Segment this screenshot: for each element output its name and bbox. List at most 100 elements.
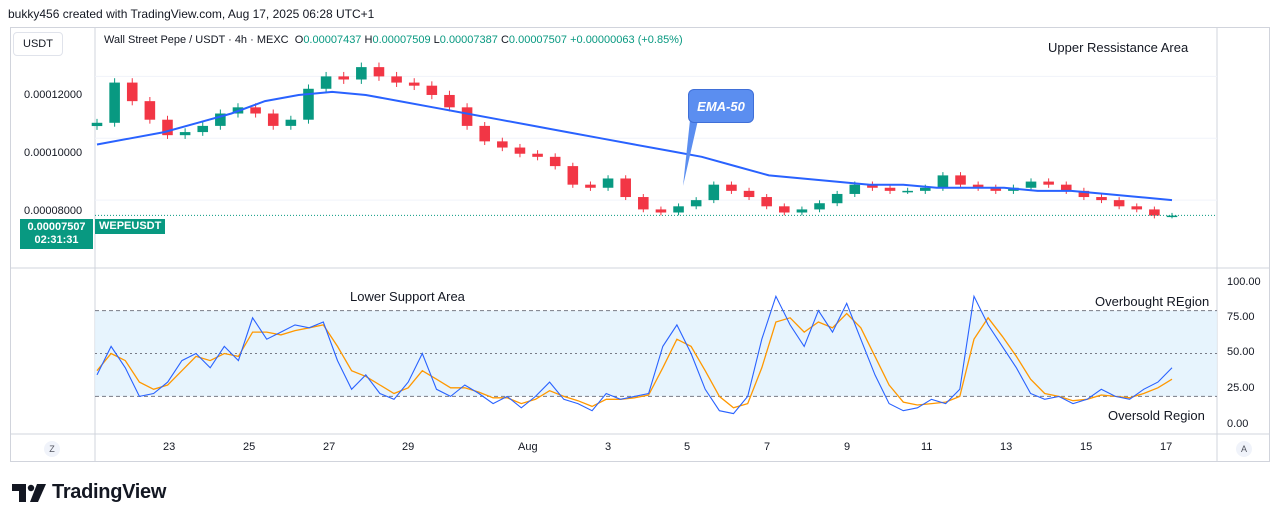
candle: [1149, 209, 1160, 216]
candle: [814, 203, 825, 210]
last-price-value: 0.00007507: [27, 221, 86, 233]
rsi-axis-label: 50.00: [1227, 346, 1255, 358]
rsi-axis-label: 25.00: [1227, 382, 1255, 394]
candle: [779, 206, 790, 213]
candle: [303, 88, 314, 120]
time-axis-label: 9: [844, 441, 851, 453]
tradingview-logo-icon: [12, 483, 46, 502]
time-axis-label: 27: [323, 441, 336, 453]
candle: [990, 187, 1002, 191]
candle: [1043, 181, 1054, 185]
close-value: 0.00007507: [508, 34, 568, 46]
bar-countdown: 02:31:31: [34, 234, 79, 246]
candle: [638, 197, 649, 210]
rsi-axis-label: 75.00: [1227, 311, 1255, 323]
candle: [831, 193, 843, 204]
ema-callout-pointer: [683, 120, 698, 186]
high-label: H: [364, 34, 373, 46]
candle: [320, 76, 332, 89]
time-axis-label: 13: [1000, 441, 1013, 453]
candle: [937, 175, 949, 188]
candle: [1166, 215, 1178, 218]
low-value: 0.00007387: [439, 34, 498, 46]
time-axis-label: 11: [921, 441, 933, 453]
candle: [179, 132, 191, 136]
time-axis-label: 5: [684, 441, 691, 453]
candle: [884, 187, 896, 191]
candle: [479, 125, 490, 142]
candle: [391, 76, 402, 83]
close-label: C: [500, 34, 509, 46]
goto-date-button[interactable]: Z: [44, 441, 60, 457]
price-axis-label: 0.00010000: [24, 147, 83, 159]
candle: [144, 101, 156, 120]
candle: [602, 178, 614, 188]
candle: [796, 209, 808, 213]
candle: [532, 153, 543, 157]
candle: [585, 184, 596, 188]
time-axis-label: 15: [1080, 441, 1093, 453]
overbought-label: Overbought REgion: [1095, 294, 1210, 309]
candle: [690, 200, 702, 207]
candle: [356, 67, 367, 80]
candle: [267, 113, 279, 126]
open-label: O: [294, 34, 304, 46]
candle: [655, 209, 667, 213]
upper-resistance-label: Upper Ressistance Area: [1048, 40, 1189, 55]
candle: [708, 184, 720, 201]
change-value: +0.00000063 (+0.85%): [570, 34, 683, 46]
rsi-line: [96, 294, 1173, 415]
candle: [514, 147, 526, 154]
candle: [338, 76, 350, 80]
last-price-tag: 0.00007507 02:31:31: [20, 219, 93, 249]
time-axis-label: 3: [605, 441, 612, 453]
candle: [972, 184, 984, 188]
price-axis-label: 0.00012000: [24, 89, 83, 101]
candle: [197, 125, 209, 133]
candle: [549, 156, 561, 167]
candle: [250, 107, 261, 114]
candle: [1096, 197, 1107, 201]
candle: [919, 187, 931, 191]
candle: [955, 175, 966, 185]
open-value: 0.00007437: [303, 34, 362, 46]
candle: [620, 178, 631, 198]
time-axis-label: 23: [163, 441, 176, 453]
candle: [109, 82, 120, 123]
candle: [408, 82, 420, 86]
time-axis-label: 25: [243, 441, 256, 453]
symbol-title: Wall Street Pepe / USDT · 4h · MEXC: [104, 34, 289, 46]
candle: [426, 85, 438, 95]
candle: [215, 113, 226, 126]
candle: [444, 94, 455, 108]
ticker-tag: WEPEUSDT: [95, 219, 166, 234]
candle: [867, 184, 878, 188]
time-axis-label: 7: [764, 441, 771, 453]
candle: [91, 122, 103, 127]
lower-support-label: Lower Support Area: [350, 289, 465, 304]
candle: [849, 184, 861, 194]
candle: [902, 190, 913, 193]
candle: [1060, 184, 1072, 191]
candle: [567, 166, 579, 185]
price-axis-label: 0.00008000: [24, 205, 83, 217]
candle: [126, 82, 138, 102]
candle: [1131, 206, 1143, 210]
candle: [726, 184, 737, 191]
time-axis-label: 17: [1160, 441, 1173, 453]
chart-frame: [10, 27, 1270, 462]
tradingview-logo[interactable]: TradingView: [12, 481, 166, 504]
high-value: 0.00007509: [372, 34, 431, 46]
auto-scale-button[interactable]: A: [1236, 441, 1252, 457]
candle: [673, 206, 684, 213]
time-axis-label: 29: [402, 441, 415, 453]
candle: [497, 141, 508, 148]
candle: [761, 197, 772, 207]
tradingview-logo-text: TradingView: [52, 481, 167, 503]
candle: [461, 107, 473, 126]
symbol-legend[interactable]: Wall Street Pepe / USDT · 4h · MEXC O0.0…: [104, 34, 683, 46]
low-label: L: [433, 34, 440, 46]
ema-50-line: [96, 90, 1173, 202]
currency-button[interactable]: USDT: [13, 32, 63, 56]
